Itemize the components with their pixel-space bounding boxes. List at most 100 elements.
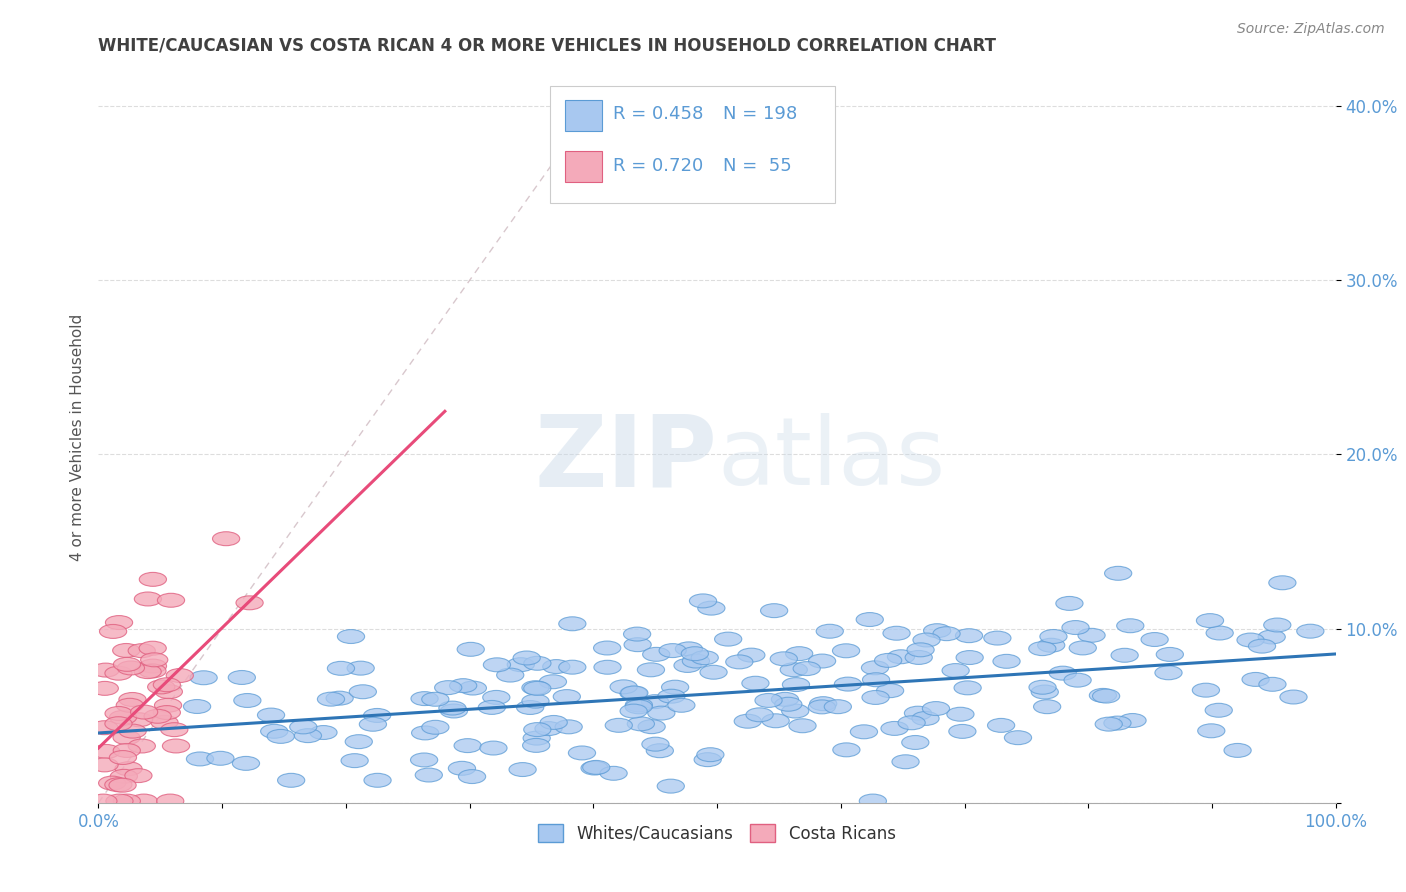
Text: N =  55: N = 55 [723,158,792,176]
Ellipse shape [593,660,621,674]
Ellipse shape [738,648,765,662]
Ellipse shape [91,663,120,677]
Ellipse shape [160,723,188,737]
Ellipse shape [1198,723,1225,738]
Ellipse shape [1078,628,1105,642]
Ellipse shape [141,653,167,667]
Ellipse shape [534,722,562,736]
Ellipse shape [673,658,702,673]
Ellipse shape [624,638,651,652]
Ellipse shape [1031,685,1059,699]
Ellipse shape [117,661,145,675]
Ellipse shape [100,624,127,639]
Ellipse shape [516,700,544,714]
Ellipse shape [112,643,139,657]
Ellipse shape [772,692,799,706]
Ellipse shape [1156,648,1184,661]
Ellipse shape [212,532,240,546]
Ellipse shape [832,644,859,657]
Ellipse shape [523,723,551,737]
Ellipse shape [411,753,437,767]
Ellipse shape [114,794,141,808]
Ellipse shape [1249,640,1275,653]
Ellipse shape [648,706,675,720]
Ellipse shape [543,659,569,673]
Ellipse shape [163,739,190,753]
Ellipse shape [422,721,449,734]
Ellipse shape [139,664,166,678]
Ellipse shape [793,662,820,675]
Ellipse shape [682,654,710,668]
Ellipse shape [1116,619,1144,632]
Ellipse shape [108,778,136,792]
Ellipse shape [808,700,835,714]
Ellipse shape [1069,641,1097,655]
Ellipse shape [139,659,166,673]
Ellipse shape [290,720,316,734]
Ellipse shape [697,747,724,762]
Ellipse shape [523,731,550,745]
Y-axis label: 4 or more Vehicles in Household: 4 or more Vehicles in Household [69,313,84,561]
Ellipse shape [775,698,801,711]
Ellipse shape [949,724,976,739]
Ellipse shape [882,722,908,735]
Ellipse shape [155,685,183,698]
Ellipse shape [460,681,486,695]
Ellipse shape [924,624,950,638]
Ellipse shape [115,762,142,776]
Ellipse shape [523,739,550,752]
Text: R = 0.458: R = 0.458 [613,104,703,123]
Ellipse shape [834,677,862,691]
Ellipse shape [1192,683,1219,698]
Ellipse shape [150,715,179,730]
Ellipse shape [907,643,934,657]
Ellipse shape [412,726,439,739]
Ellipse shape [540,715,567,730]
Ellipse shape [120,692,146,706]
Ellipse shape [458,770,485,783]
Ellipse shape [610,680,637,694]
Ellipse shape [105,706,132,721]
Ellipse shape [1095,717,1122,731]
Ellipse shape [236,596,263,610]
Ellipse shape [695,753,721,766]
Ellipse shape [770,652,797,665]
Ellipse shape [1090,689,1116,702]
Ellipse shape [558,616,586,631]
Ellipse shape [859,794,886,808]
Ellipse shape [856,613,883,626]
Ellipse shape [522,694,550,708]
Ellipse shape [887,649,914,664]
Ellipse shape [1225,743,1251,757]
Ellipse shape [1279,690,1308,704]
Ellipse shape [1056,597,1083,610]
Ellipse shape [153,678,180,691]
Ellipse shape [496,668,524,682]
Ellipse shape [623,627,651,641]
Ellipse shape [627,717,654,731]
Ellipse shape [1258,677,1286,691]
Ellipse shape [105,794,134,808]
Ellipse shape [1119,714,1146,728]
Ellipse shape [626,698,652,712]
Ellipse shape [862,690,889,705]
Ellipse shape [824,699,852,714]
Ellipse shape [883,626,910,640]
Text: atlas: atlas [717,413,945,505]
Ellipse shape [955,681,981,695]
Ellipse shape [257,708,284,722]
Text: Source: ZipAtlas.com: Source: ZipAtlas.com [1237,22,1385,37]
Ellipse shape [524,657,551,670]
Text: ZIP: ZIP [534,410,717,508]
Ellipse shape [637,663,665,677]
Ellipse shape [294,729,322,743]
Ellipse shape [641,737,669,751]
Ellipse shape [905,650,932,665]
Ellipse shape [422,692,449,706]
Ellipse shape [342,754,368,768]
Ellipse shape [364,773,391,788]
Ellipse shape [484,657,510,672]
Ellipse shape [434,681,461,695]
Ellipse shape [344,735,373,748]
Ellipse shape [267,730,294,743]
